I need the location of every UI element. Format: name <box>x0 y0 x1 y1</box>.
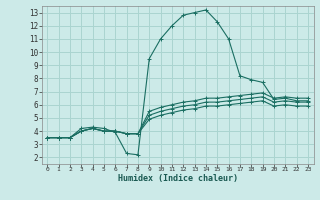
X-axis label: Humidex (Indice chaleur): Humidex (Indice chaleur) <box>118 174 237 183</box>
